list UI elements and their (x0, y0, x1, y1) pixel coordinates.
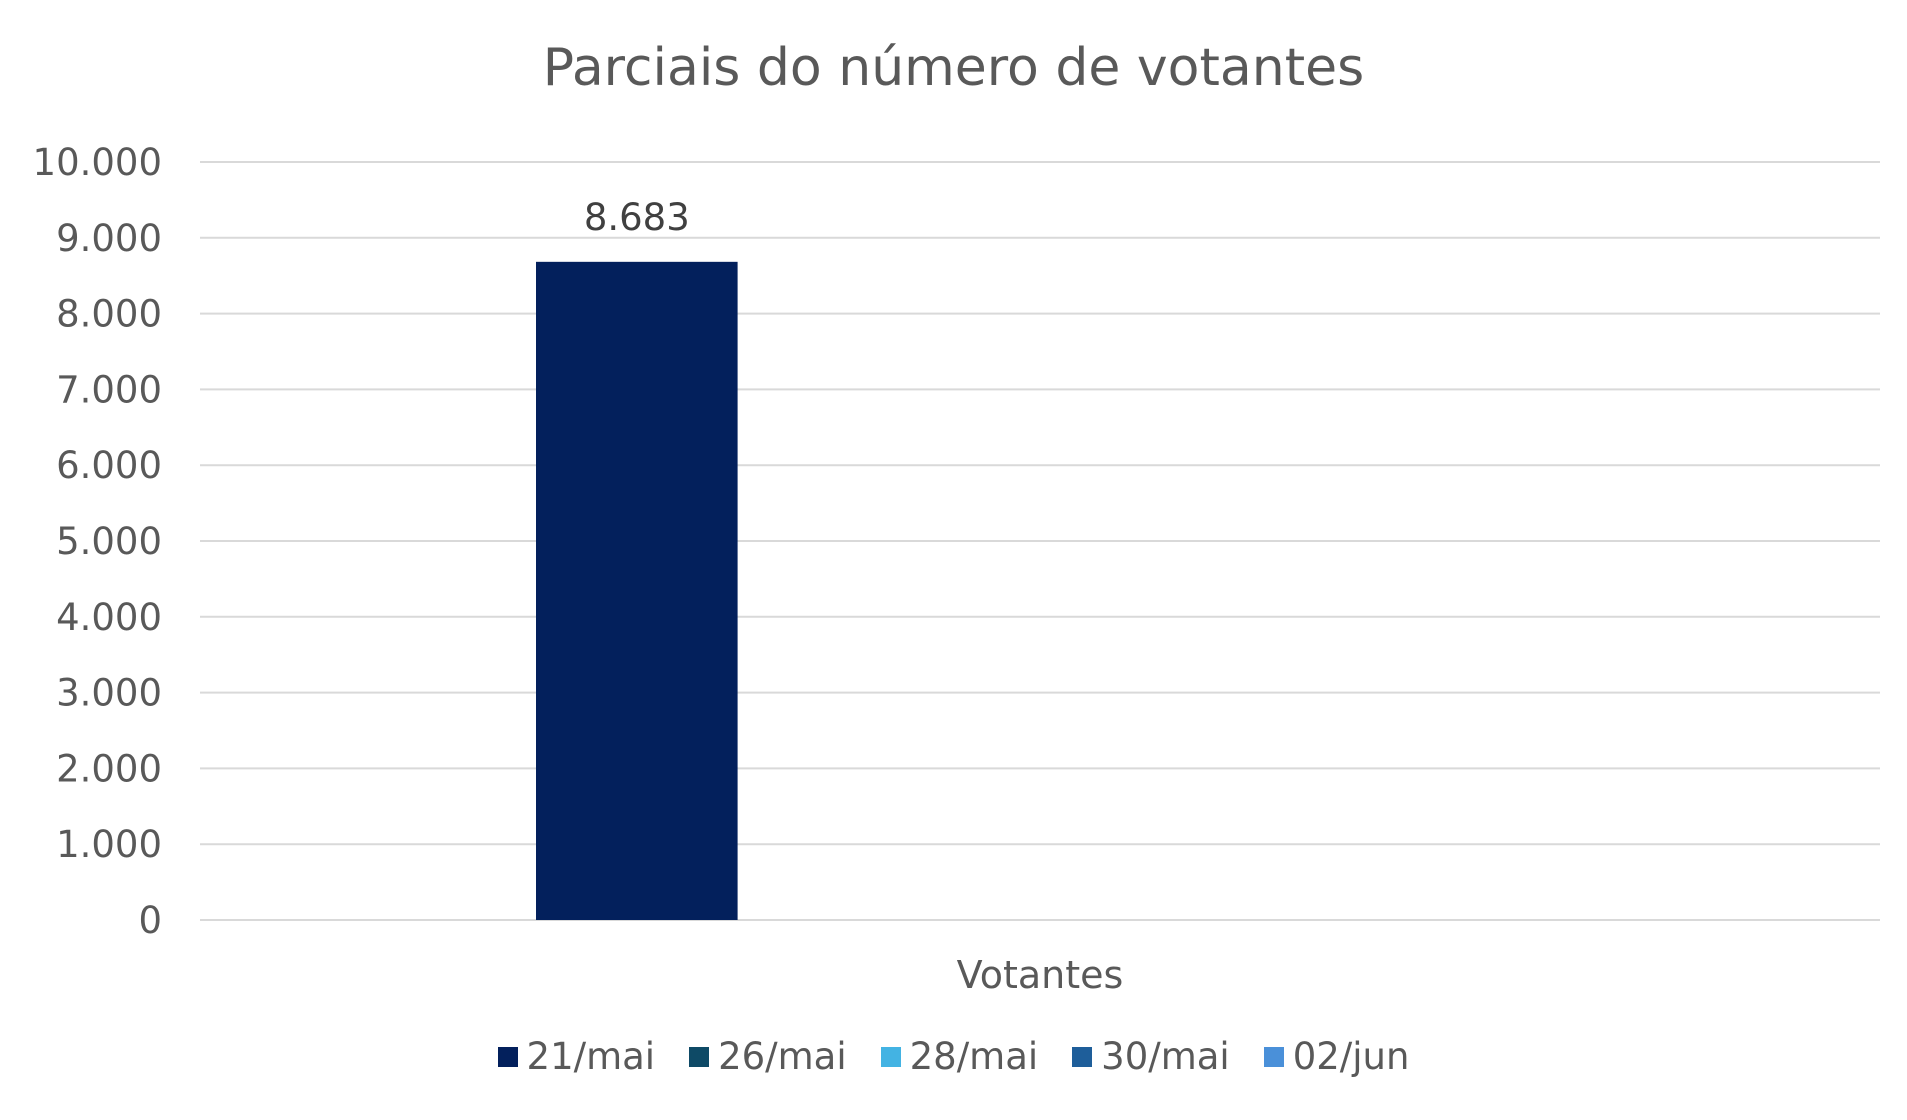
y-tick-label: 4.000 (56, 596, 162, 639)
legend-label-26-mai: 26/mai (718, 1035, 847, 1078)
legend-item-26-mai: 26/mai (689, 1035, 847, 1078)
legend-item-02-jun: 02/jun (1263, 1035, 1410, 1078)
legend-swatch-26-mai (689, 1046, 710, 1067)
legend-label-30-mai: 30/mai (1101, 1035, 1230, 1078)
y-tick-label: 7.000 (56, 368, 162, 411)
legend-swatch-21-mai (497, 1046, 518, 1067)
legend-label-28-mai: 28/mai (909, 1035, 1039, 1078)
legend-label-02-jun: 02/jun (1292, 1035, 1410, 1078)
y-tick-label: 2.000 (56, 747, 162, 790)
y-tick-label: 0 (138, 899, 162, 942)
y-tick-label: 8.000 (56, 293, 162, 336)
y-tick-label: 10.000 (33, 141, 162, 184)
chart-title: Parciais do número de votantes (542, 38, 1365, 98)
bar (536, 261, 738, 920)
legend-label-21-mai: 21/mai (526, 1035, 656, 1078)
legend-swatch-28-mai (880, 1046, 901, 1067)
x-category-label: Votantes (957, 953, 1124, 997)
data-label: 8.683 (584, 196, 690, 239)
legend-item-21-mai: 21/mai (497, 1035, 656, 1078)
legend-item-28-mai: 28/mai (880, 1035, 1039, 1078)
y-tick-label: 5.000 (56, 520, 162, 563)
legend-item-30-mai: 30/mai (1072, 1035, 1230, 1078)
legend-swatch-30-mai (1072, 1046, 1093, 1067)
y-tick-label: 3.000 (56, 672, 162, 715)
legend: 21/mai 26/mai 28/mai 30/mai 02/jun (0, 1035, 1907, 1078)
legend-swatch-02-jun (1263, 1046, 1284, 1067)
y-tick-label: 1.000 (56, 823, 162, 866)
y-tick-label: 9.000 (56, 217, 162, 260)
y-tick-label: 6.000 (56, 444, 162, 487)
